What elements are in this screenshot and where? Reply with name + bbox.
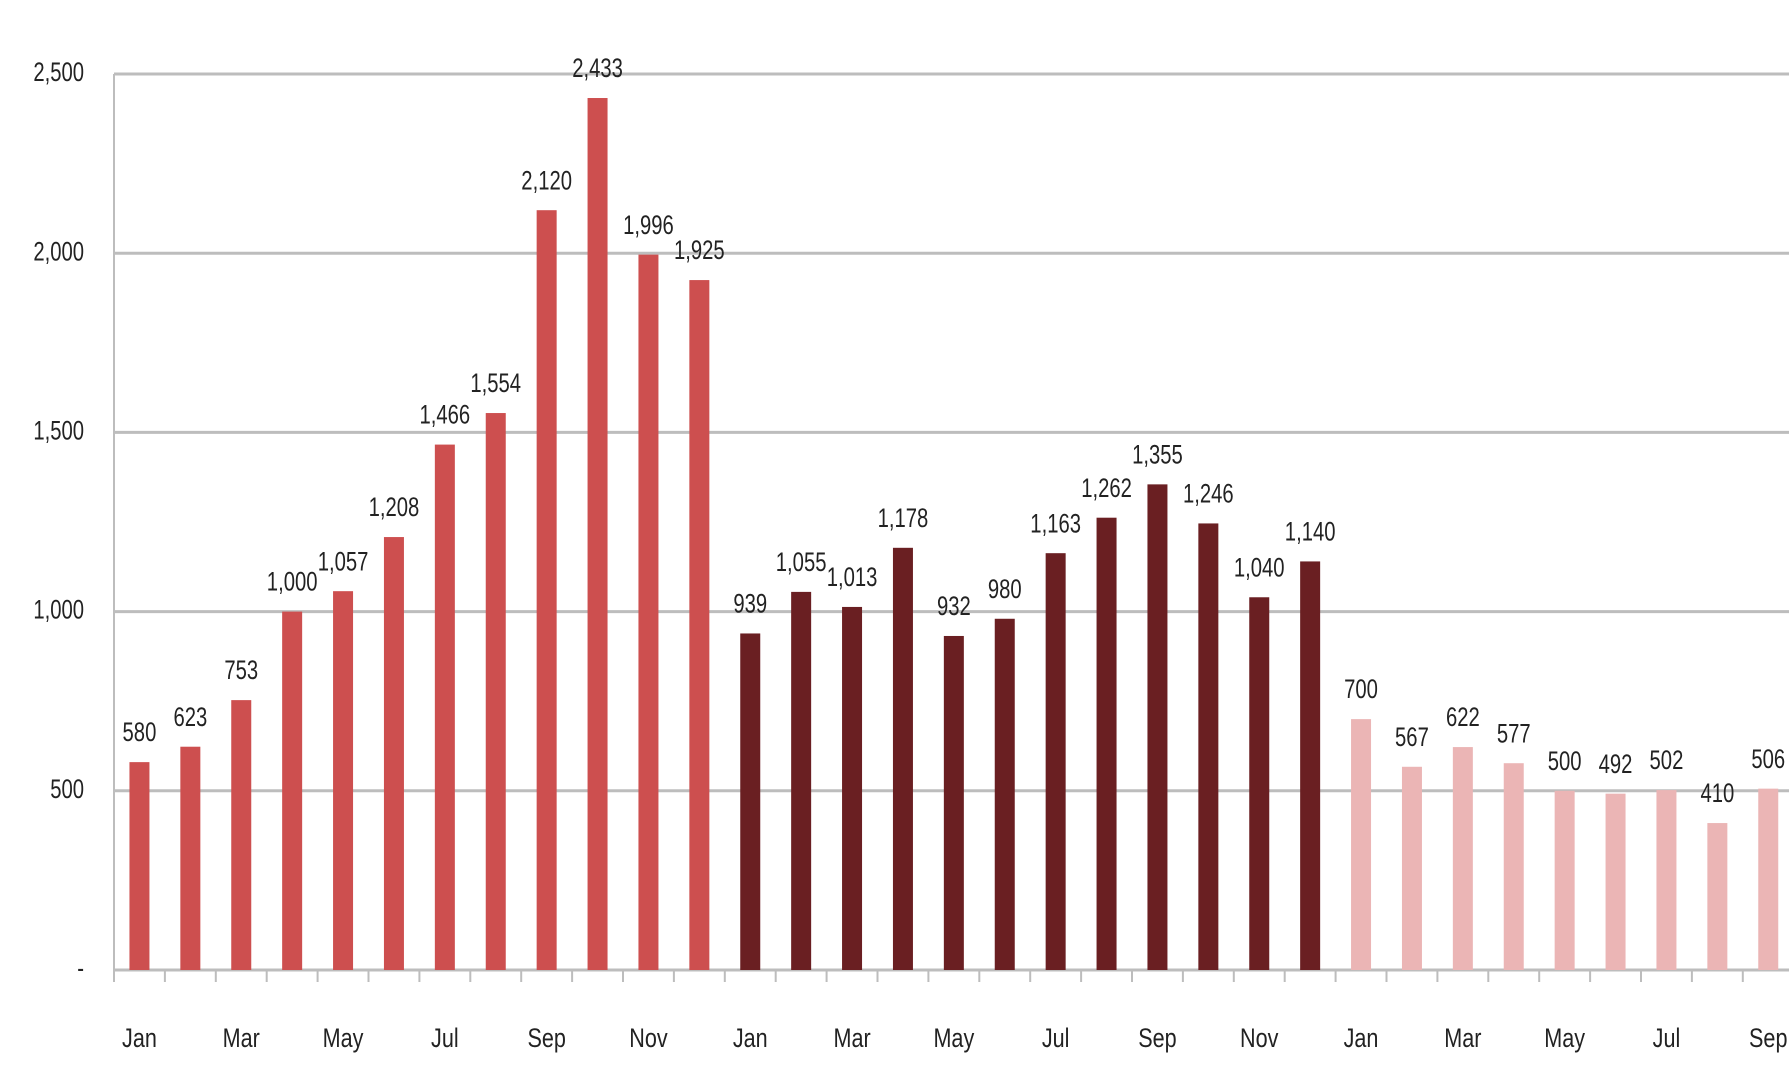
bar <box>1300 561 1321 970</box>
data-label: 580 <box>123 717 157 748</box>
bar <box>485 413 506 970</box>
y-tick-label: 500 <box>50 774 84 805</box>
bar <box>1198 523 1219 970</box>
data-label: 1,466 <box>420 400 471 431</box>
bar <box>994 618 1015 970</box>
bar <box>434 444 455 971</box>
bar <box>1249 597 1270 970</box>
data-label: 1,055 <box>776 547 827 578</box>
x-tick-label: Jul <box>1653 1024 1681 1054</box>
x-tick-label: Nov <box>629 1024 668 1054</box>
data-label: 492 <box>1599 749 1633 780</box>
y-tick-label: 1,000 <box>33 595 84 626</box>
bar <box>1147 484 1168 970</box>
data-label: 622 <box>1446 702 1480 733</box>
data-label: 700 <box>1344 674 1378 705</box>
bar <box>383 537 404 970</box>
bar <box>943 635 964 970</box>
data-label: 500 <box>1548 746 1582 777</box>
data-label: 939 <box>733 589 767 620</box>
data-label: 623 <box>173 702 207 733</box>
y-tick-label: 1,500 <box>33 416 84 447</box>
data-label: 1,057 <box>318 547 369 578</box>
bar <box>587 98 608 970</box>
x-tick-label: Jul <box>431 1024 459 1054</box>
data-label: 1,140 <box>1285 517 1336 548</box>
data-label: 1,996 <box>623 210 674 241</box>
bar <box>1045 553 1066 970</box>
bar <box>1351 719 1372 970</box>
data-label: 502 <box>1650 745 1684 776</box>
x-tick-label: Sep <box>527 1024 565 1054</box>
y-tick-label: 2,500 <box>33 57 84 88</box>
data-label: 506 <box>1751 744 1785 775</box>
bar <box>536 210 557 970</box>
bar <box>842 606 863 970</box>
data-label: 1,208 <box>369 492 420 523</box>
data-label: 1,246 <box>1183 479 1234 510</box>
data-label: 1,013 <box>827 562 878 593</box>
bar <box>1758 788 1779 970</box>
y-tick-label: 2,000 <box>33 237 84 268</box>
data-label: 1,163 <box>1030 509 1081 540</box>
bar <box>689 280 710 971</box>
data-label: 1,000 <box>267 567 318 598</box>
bar <box>333 591 354 970</box>
x-tick-label: Jan <box>733 1024 768 1054</box>
bar <box>1096 517 1117 970</box>
bar <box>638 254 659 970</box>
x-tick-label: Jan <box>1344 1024 1379 1054</box>
x-tick-label: Mar <box>1444 1024 1481 1054</box>
data-label: 1,178 <box>878 503 929 534</box>
data-label: 410 <box>1700 778 1734 809</box>
bar <box>1503 763 1524 970</box>
data-label: 567 <box>1395 722 1429 753</box>
x-tick-label: Jan <box>122 1024 157 1054</box>
bar <box>1605 793 1626 970</box>
x-tick-label: Jul <box>1042 1024 1070 1054</box>
bar <box>1554 790 1575 970</box>
data-label: 753 <box>224 655 258 686</box>
bar <box>231 700 252 970</box>
x-tick-label: Mar <box>833 1024 870 1054</box>
x-tick-label: Nov <box>1240 1024 1279 1054</box>
data-label: 932 <box>937 591 971 622</box>
data-label: 577 <box>1497 719 1531 750</box>
bar <box>892 547 913 970</box>
bar <box>1452 747 1473 970</box>
x-tick-label: Sep <box>1749 1024 1787 1054</box>
bar <box>1707 823 1728 970</box>
data-label: 2,433 <box>572 53 623 84</box>
x-tick-label: May <box>1544 1024 1585 1054</box>
bar <box>791 591 812 970</box>
bar <box>1401 766 1422 970</box>
bar <box>180 746 201 970</box>
x-tick-label: May <box>933 1024 974 1054</box>
x-tick-label: Sep <box>1138 1024 1176 1054</box>
data-label: 2,120 <box>521 166 572 197</box>
data-label: 980 <box>988 574 1022 605</box>
data-label: 1,554 <box>470 368 521 399</box>
bar <box>282 611 303 970</box>
data-label: 1,355 <box>1132 440 1183 471</box>
y-tick-label: - <box>77 953 84 984</box>
x-tick-label: Mar <box>223 1024 260 1054</box>
data-label: 1,040 <box>1234 553 1285 584</box>
bar <box>129 762 150 970</box>
x-tick-label: May <box>323 1024 364 1054</box>
bar <box>740 633 761 970</box>
data-label: 1,925 <box>674 235 725 266</box>
bar <box>1656 790 1677 970</box>
data-label: 1,262 <box>1081 473 1132 504</box>
